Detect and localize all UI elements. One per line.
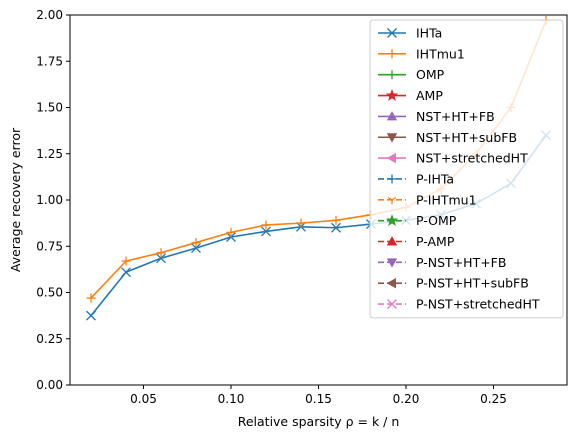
data-point-1-5 <box>261 220 271 230</box>
legend-label-6: NST+stretchedHT <box>416 151 528 166</box>
data-point-0-7 <box>331 222 341 233</box>
legend-marker-8-stroke <box>387 196 393 201</box>
y-tick-label: 0.75 <box>36 239 63 253</box>
y-tick-label: 1.00 <box>36 193 63 207</box>
x-tick-label: 0.05 <box>130 392 157 406</box>
data-point-1-7 <box>331 215 341 225</box>
legend-marker-11-shape <box>386 258 398 268</box>
legend: IHTa IHTmu1 OMP AMP NST+HT+FB NST+HT+subFB NST… <box>369 19 564 319</box>
y-tick-label: 0.50 <box>36 286 63 300</box>
legend-label-12: P-NST+HT+subFB <box>416 276 529 291</box>
data-point-1-6 <box>296 218 306 228</box>
legend-label-0: IHTa <box>416 26 442 41</box>
data-point-1-0 <box>86 293 96 303</box>
data-point-0-2 <box>156 253 166 264</box>
legend-marker-13-stroke <box>387 299 397 310</box>
legend-label-9: P-OMP <box>416 213 457 228</box>
data-point-1-1 <box>121 256 131 266</box>
y-tick-label: 0.00 <box>36 378 63 392</box>
y-axis: 0.00 0.25 0.50 0.75 1.00 1.25 1.50 1.75 2.00 <box>36 8 70 392</box>
data-point-0-1-stroke <box>121 267 131 278</box>
legend-marker-4-shape <box>386 111 398 121</box>
legend-label-4: NST+HT+FB <box>416 109 495 124</box>
legend-marker-10 <box>386 236 398 246</box>
legend-marker-12 <box>386 278 397 289</box>
data-point-1-3 <box>191 238 201 248</box>
legend-marker-10-shape <box>386 236 398 246</box>
y-tick-label: 1.25 <box>36 147 63 161</box>
data-point-0-0-stroke <box>86 310 96 321</box>
legend-marker-1 <box>387 49 397 59</box>
x-tick-label: 0.15 <box>305 392 332 406</box>
x-axis-label: Relative sparsity ρ = k / n <box>238 414 400 429</box>
legend-label-13: P-NST+stretchedHT <box>416 297 540 312</box>
y-axis-label: Average recovery error <box>8 127 23 272</box>
data-point-1-2 <box>156 248 166 258</box>
x-tick-label: 0.20 <box>393 392 420 406</box>
y-tick-label: 1.75 <box>36 54 63 68</box>
y-tick-label: 0.25 <box>36 332 63 346</box>
x-axis: 0.05 0.10 0.15 0.20 0.25 <box>130 385 507 406</box>
legend-label-7: P-IHTa <box>416 171 454 186</box>
legend-marker-6-shape <box>386 152 397 164</box>
data-point-0-0 <box>86 310 96 321</box>
legend-label-5: NST+HT+subFB <box>416 130 517 145</box>
data-point-0-4-stroke <box>226 232 236 242</box>
data-point-0-5-stroke <box>261 226 271 237</box>
legend-label-10: P-AMP <box>416 234 455 249</box>
y-tick-label: 1.50 <box>36 101 63 115</box>
legend-marker-5 <box>386 133 398 143</box>
data-point-0-2-stroke <box>156 253 166 264</box>
data-point-0-7-stroke <box>331 222 341 233</box>
legend-box <box>369 19 564 319</box>
legend-label-11: P-NST+HT+FB <box>416 255 506 270</box>
legend-marker-8 <box>387 196 397 205</box>
legend-marker-3-shape <box>385 88 399 101</box>
legend-label-8: P-IHTmu1 <box>416 192 477 207</box>
data-point-0-3 <box>191 243 201 254</box>
x-tick-label: 0.25 <box>480 392 507 406</box>
legend-marker-7 <box>387 174 397 184</box>
legend-label-1: IHTmu1 <box>416 46 465 61</box>
legend-marker-4 <box>386 111 398 121</box>
data-point-0-1 <box>121 267 131 278</box>
legend-marker-9 <box>385 214 399 226</box>
legend-marker-11 <box>386 258 398 268</box>
legend-marker-8-stroke <box>391 196 397 201</box>
legend-marker-9-shape <box>385 214 399 226</box>
legend-label-2: OMP <box>416 67 445 82</box>
y-tick-label: 2.00 <box>36 8 63 22</box>
legend-marker-0-stroke <box>387 28 397 38</box>
legend-marker-0 <box>387 28 397 38</box>
legend-marker-6 <box>386 152 397 164</box>
legend-marker-13 <box>387 299 397 310</box>
legend-label-3: AMP <box>416 88 443 103</box>
legend-marker-3 <box>385 88 399 101</box>
data-point-0-3-stroke <box>191 243 201 254</box>
data-point-1-4 <box>226 227 236 237</box>
x-tick-label: 0.10 <box>218 392 245 406</box>
legend-marker-5-shape <box>386 133 398 143</box>
data-point-0-5 <box>261 226 271 237</box>
legend-marker-12-shape <box>386 278 397 289</box>
